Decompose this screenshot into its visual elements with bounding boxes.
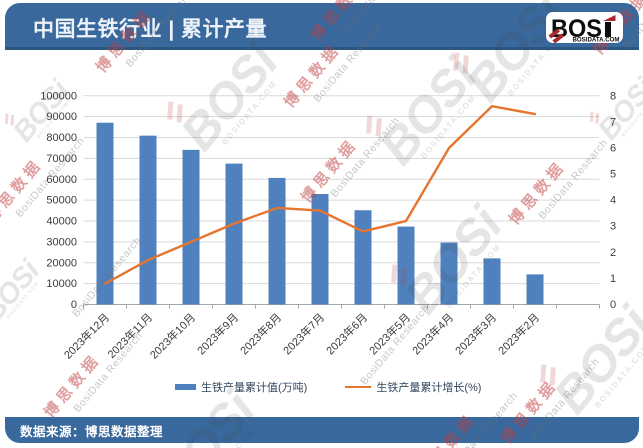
left-axis-tick-label: 10000 xyxy=(46,278,77,290)
bar-series-label: 生铁产量累计值(万吨) xyxy=(201,382,308,394)
right-axis-tick-label: 7 xyxy=(610,116,616,128)
bar xyxy=(397,226,415,305)
x-axis-category-label: 2023年2月 xyxy=(495,310,542,357)
bar xyxy=(526,274,544,305)
bar xyxy=(311,194,329,305)
right-axis-tick-label: 3 xyxy=(610,221,616,233)
left-axis-tick-label: 30000 xyxy=(46,236,77,248)
x-axis-category-label: 2023年6月 xyxy=(323,310,370,357)
data-source-label: 数据来源：博思数据整理 xyxy=(20,424,164,439)
report-card: 中国生铁行业 | 累计产量 0 10000 20000 30000 40000 50000… xyxy=(5,3,639,443)
x-axis-category-label: 2023年8月 xyxy=(237,310,284,357)
x-axis-category-label: 2023年3月 xyxy=(452,310,499,357)
right-axis-tick-label: 1 xyxy=(610,273,616,285)
legend-item-line-series: 生铁产量累计增长(%) xyxy=(345,379,481,395)
bosi-logo-i-dot-icon xyxy=(603,15,616,21)
combo-chart: 0 10000 20000 30000 40000 50000 60000 70000 8000… xyxy=(40,90,616,361)
footer-bar: 数据来源：博思数据整理 xyxy=(5,417,639,443)
line-series-swatch xyxy=(345,385,372,389)
right-axis-tick-label: 0 xyxy=(610,299,616,311)
page-title: 中国生铁行业 | 累计产量 xyxy=(33,18,268,41)
x-axis-category-label: 2023年4月 xyxy=(409,310,456,357)
bar xyxy=(139,135,157,305)
bar xyxy=(96,122,114,305)
bosi-logo: BOS BOSIDATA.COM xyxy=(546,12,623,43)
bar xyxy=(483,258,501,305)
right-axis-tick-label: 2 xyxy=(610,247,616,259)
right-axis-tick-label: 4 xyxy=(610,195,616,207)
bar xyxy=(354,210,372,305)
right-axis-tick-label: 6 xyxy=(610,142,616,154)
left-axis-tick-label: 100000 xyxy=(40,90,77,102)
x-axis-category-label: 2023年5月 xyxy=(366,310,413,357)
left-axis-tick-label: 60000 xyxy=(46,174,77,186)
line-series-label: 生铁产量累计增长(%) xyxy=(376,382,482,394)
bar xyxy=(225,163,243,305)
chart-legend: 生铁产量累计值(万吨) 生铁产量累计增长(%) xyxy=(175,380,481,394)
left-axis-tick-label: 50000 xyxy=(46,195,77,207)
x-axis-category-label: 2023年9月 xyxy=(194,310,241,357)
x-axis-category-label: 2023年12月 xyxy=(61,310,112,361)
bosi-logo-i-icon xyxy=(605,22,611,37)
left-axis-tick-label: 40000 xyxy=(46,216,77,228)
bosi-logo-domain: BOSIDATA.COM xyxy=(573,37,620,44)
bar xyxy=(268,177,286,305)
bar-series-swatch xyxy=(175,384,196,390)
bar xyxy=(440,242,458,305)
bosi-logo-stripes-icon xyxy=(548,28,564,43)
growth-line xyxy=(103,105,537,285)
bar xyxy=(182,149,200,305)
right-axis-tick-label: 8 xyxy=(610,90,616,102)
legend-item-bar-series: 生铁产量累计值(万吨) xyxy=(175,379,307,395)
x-axis-category-label: 2023年7月 xyxy=(280,310,327,357)
left-axis-tick-label: 90000 xyxy=(46,111,77,123)
left-axis-tick-label: 70000 xyxy=(46,153,77,165)
left-axis-tick-label: 20000 xyxy=(46,257,77,269)
left-axis-tick-label: 80000 xyxy=(46,132,77,144)
header-bar: 中国生铁行业 | 累计产量 xyxy=(5,3,639,50)
x-axis-category-label: 2023年10月 xyxy=(147,310,198,361)
right-axis-tick-label: 5 xyxy=(610,169,616,181)
bosi-logo-graphic: BOS BOSIDATA.COM xyxy=(548,15,620,44)
left-axis-tick-label: 0 xyxy=(71,299,77,311)
